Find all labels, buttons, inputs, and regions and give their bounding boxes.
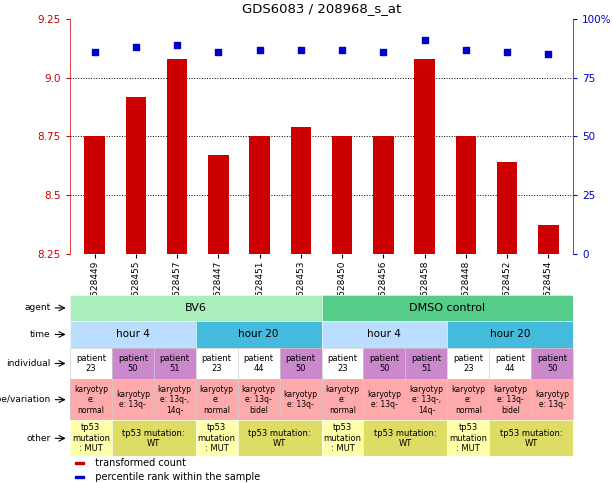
Text: patient
50: patient 50 [118,354,148,373]
Bar [75,476,84,478]
Text: BV6: BV6 [185,303,207,313]
Text: tp53 mutation:
WT: tp53 mutation: WT [374,428,436,448]
Text: hour 20: hour 20 [490,329,530,340]
Text: patient
23: patient 23 [327,354,357,373]
Text: karyotyp
e: 13q-: karyotyp e: 13q- [367,390,402,410]
Text: individual: individual [6,359,50,368]
Text: tp53
mutation
: MUT: tp53 mutation : MUT [197,424,235,453]
Text: patient
44: patient 44 [243,354,273,373]
Bar [414,59,435,254]
Title: GDS6083 / 208968_s_at: GDS6083 / 208968_s_at [242,2,401,15]
Text: patient
23: patient 23 [202,354,232,373]
Point [172,41,182,49]
Text: agent: agent [24,303,50,313]
Text: patient
23: patient 23 [453,354,483,373]
Text: karyotyp
e:
normal: karyotyp e: normal [200,385,234,414]
Text: karyotyp
e: 13q-,
14q-: karyotyp e: 13q-, 14q- [409,385,443,414]
Point [213,48,223,56]
Bar [208,155,229,254]
Text: patient
51: patient 51 [160,354,190,373]
Point [131,43,141,51]
Bar [126,97,146,254]
Bar [167,59,188,254]
Point [378,48,388,56]
Point [337,46,347,54]
Text: karyotyp
e:
normal: karyotyp e: normal [74,385,108,414]
Point [255,46,265,54]
Text: patient
50: patient 50 [537,354,567,373]
Text: tp53
mutation
: MUT: tp53 mutation : MUT [324,424,362,453]
Bar [497,162,517,254]
Text: karyotyp
e:
normal: karyotyp e: normal [326,385,359,414]
Text: patient
23: patient 23 [76,354,106,373]
Point [544,51,554,58]
Text: time: time [29,330,50,339]
Bar [291,127,311,254]
Text: patient
50: patient 50 [286,354,316,373]
Bar [538,226,558,254]
Text: tp53 mutation:
WT: tp53 mutation: WT [500,428,563,448]
Point [461,46,471,54]
Bar [85,136,105,254]
Text: genotype/variation: genotype/variation [0,395,50,404]
Text: karyotyp
e:
normal: karyotyp e: normal [451,385,485,414]
Text: patient
50: patient 50 [370,354,400,373]
Bar [332,136,352,254]
Point [89,48,99,56]
Text: karyotyp
e: 13q-: karyotyp e: 13q- [116,390,150,410]
Text: patient
44: patient 44 [495,354,525,373]
Text: hour 4: hour 4 [116,329,150,340]
Text: hour 20: hour 20 [238,329,279,340]
Text: karyotyp
e: 13q-: karyotyp e: 13q- [284,390,318,410]
Text: transformed count: transformed count [89,458,186,468]
Text: other: other [26,434,50,443]
Point [296,46,306,54]
Text: patient
51: patient 51 [411,354,441,373]
Bar [249,136,270,254]
Text: tp53
mutation
: MUT: tp53 mutation : MUT [72,424,110,453]
Text: karyotyp
e: 13q-: karyotyp e: 13q- [535,390,569,410]
Bar [75,462,84,464]
Text: karyotyp
e: 13q-,
14q-: karyotyp e: 13q-, 14q- [158,385,192,414]
Point [502,48,512,56]
Text: tp53
mutation
: MUT: tp53 mutation : MUT [449,424,487,453]
Text: tp53 mutation:
WT: tp53 mutation: WT [248,428,311,448]
Bar [373,136,394,254]
Text: tp53 mutation:
WT: tp53 mutation: WT [123,428,185,448]
Bar [455,136,476,254]
Point [420,37,430,44]
Text: percentile rank within the sample: percentile rank within the sample [89,471,261,482]
Text: hour 4: hour 4 [367,329,402,340]
Text: DMSO control: DMSO control [409,303,485,313]
Text: karyotyp
e: 13q-
bidel: karyotyp e: 13q- bidel [493,385,527,414]
Text: karyotyp
e: 13q-
bidel: karyotyp e: 13q- bidel [242,385,276,414]
